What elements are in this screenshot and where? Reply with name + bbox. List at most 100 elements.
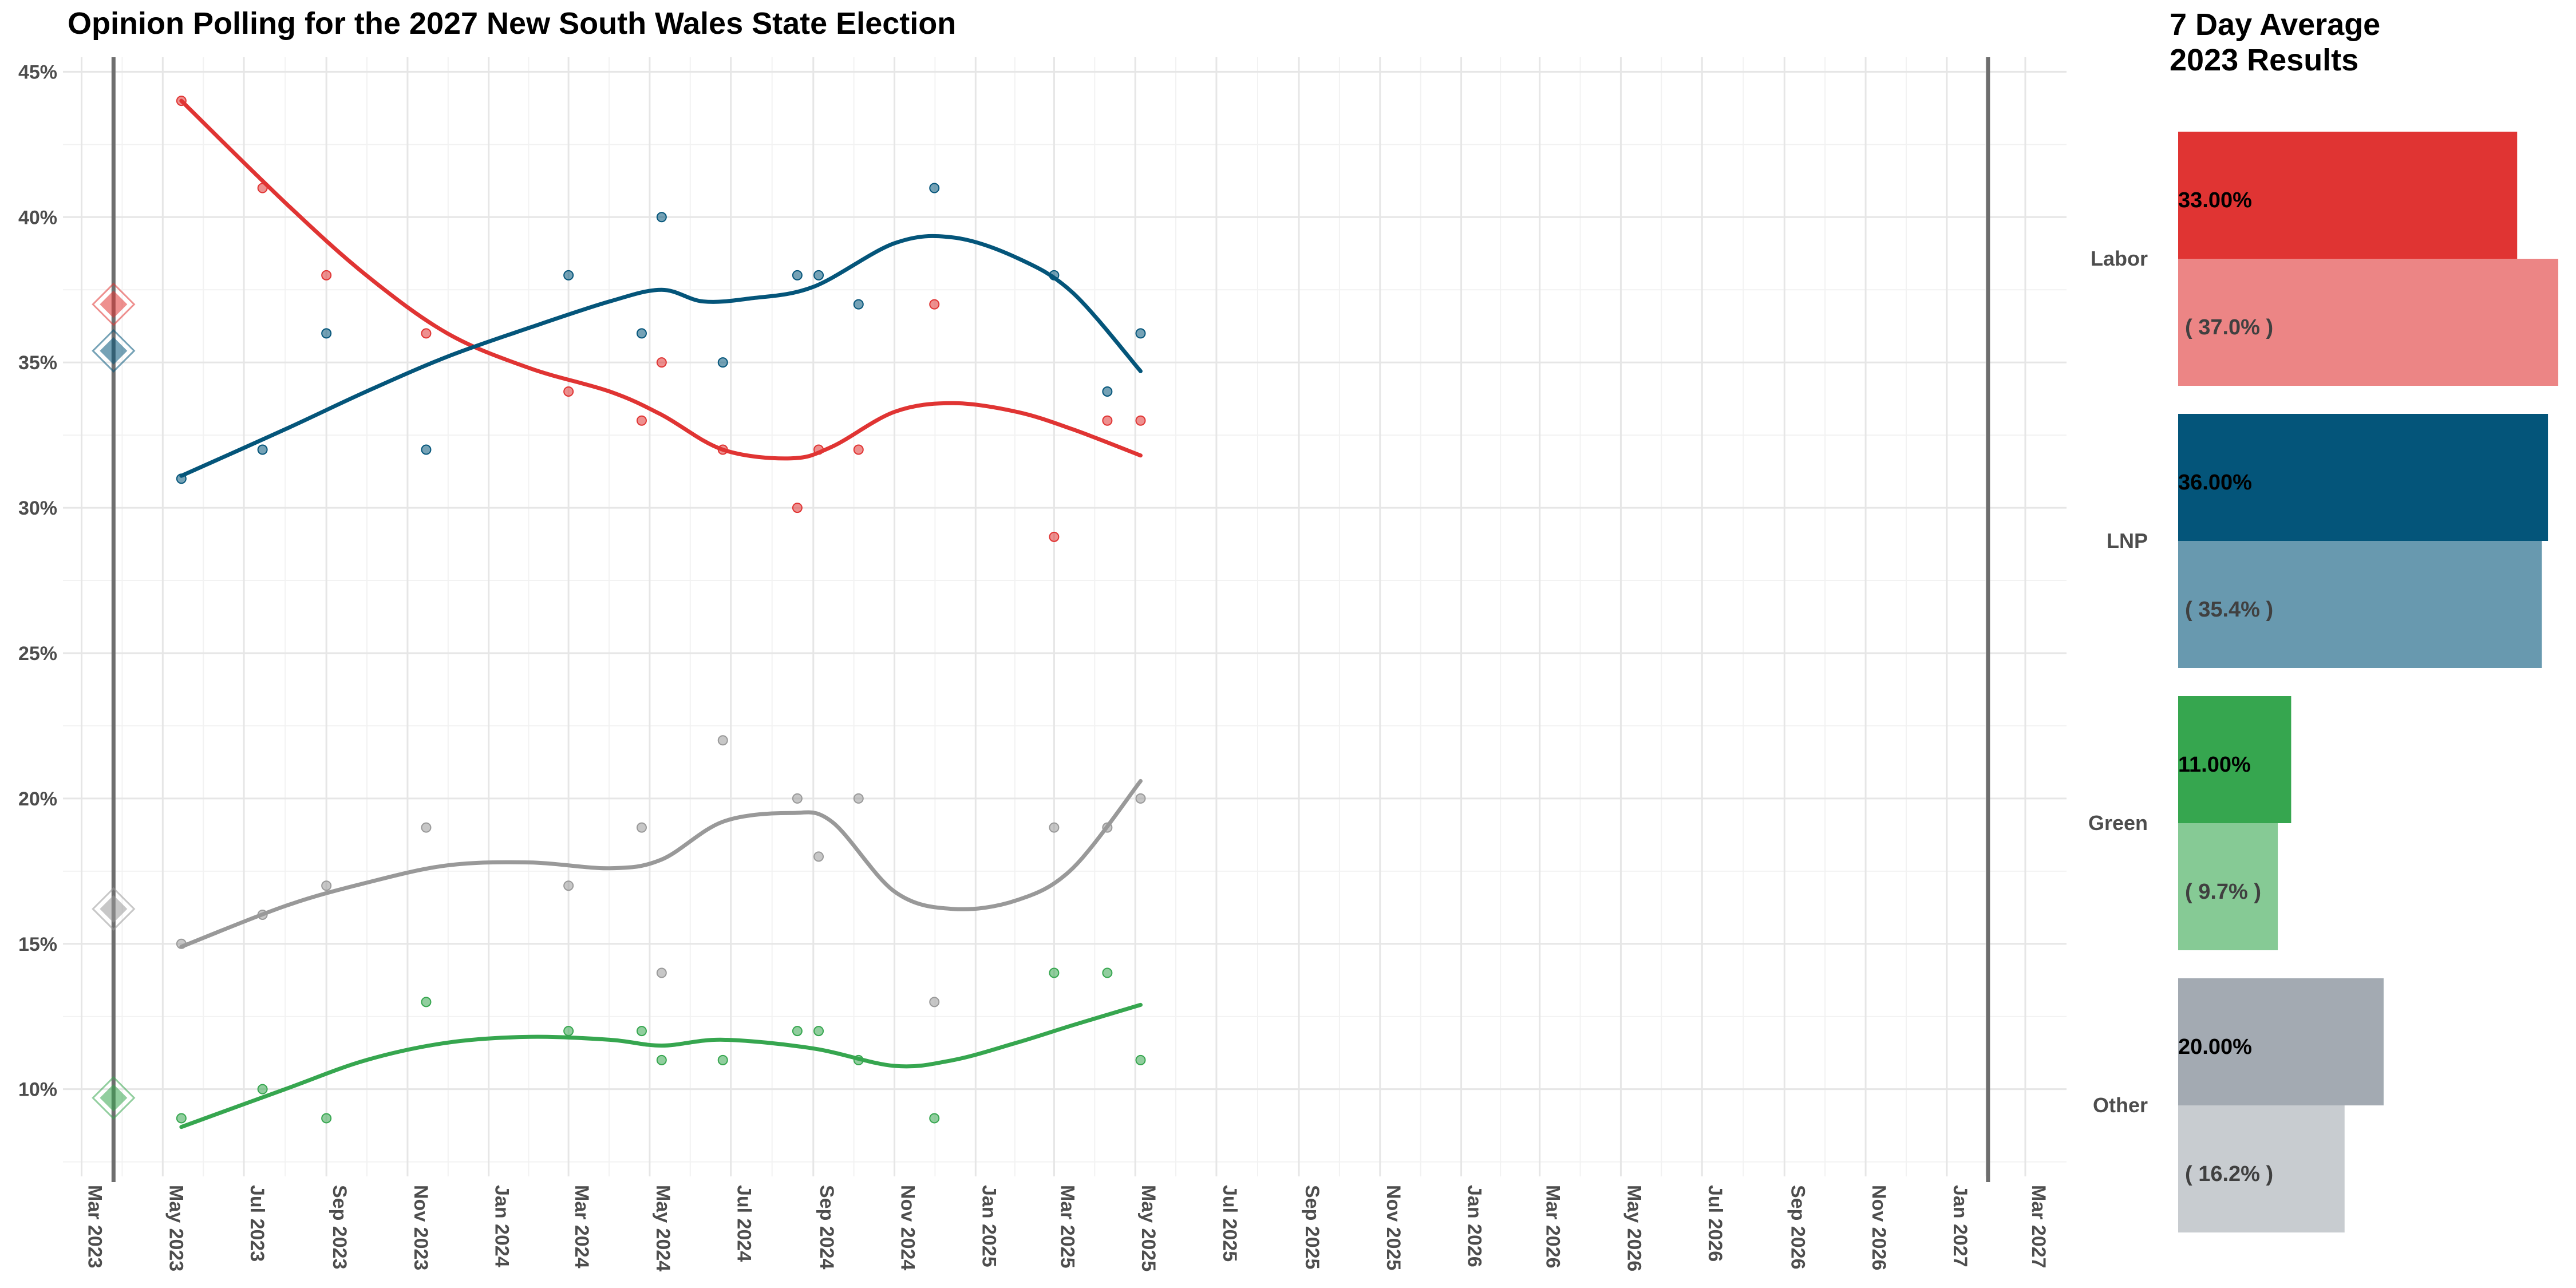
labor-poll-point — [1135, 415, 1146, 426]
lnp-poll-point — [813, 270, 824, 280]
x-tick-label: Nov 2025 — [1382, 1185, 1404, 1270]
other-poll-point — [853, 793, 864, 804]
green-average-label: 11.00% — [2178, 753, 2251, 777]
lnp-poll-point — [421, 444, 432, 455]
x-tick-label: Sep 2024 — [816, 1185, 837, 1270]
lnp-poll-point — [636, 328, 647, 339]
other-poll-point — [421, 822, 432, 833]
green-poll-point — [176, 1113, 187, 1124]
y-tick-label: 20% — [18, 788, 57, 810]
green-poll-point — [656, 1054, 667, 1065]
other-average-label: 20.00% — [2178, 1035, 2252, 1059]
green-poll-point — [257, 1084, 268, 1095]
y-tick-label: 35% — [18, 352, 57, 374]
labor-poll-point — [1049, 531, 1060, 542]
green-average-bar — [2178, 696, 2291, 823]
x-tick-label: Jul 2025 — [1219, 1185, 1240, 1262]
other-poll-point — [929, 997, 940, 1008]
x-tick-label: Mar 2025 — [1056, 1185, 1078, 1269]
x-tick-label: Sep 2023 — [329, 1185, 350, 1269]
green-poll-point — [1135, 1054, 1146, 1065]
x-tick-label: Mar 2027 — [2028, 1185, 2049, 1269]
lnp-average-label: 36.00% — [2178, 471, 2252, 495]
green-poll-point — [321, 1113, 332, 1124]
other-poll-point — [792, 793, 803, 804]
labor-poll-point — [1102, 415, 1113, 426]
green-result-marker — [100, 1084, 128, 1112]
labor-result-bar — [2178, 259, 2559, 386]
other-result-marker — [100, 895, 128, 923]
other-poll-point — [636, 822, 647, 833]
x-tick-label: May 2023 — [165, 1185, 187, 1271]
lnp-poll-point — [563, 270, 574, 280]
x-tick-label: Jul 2026 — [1704, 1185, 1726, 1262]
x-tick-label: May 2024 — [652, 1185, 674, 1271]
lnp-poll-point — [929, 183, 940, 193]
lnp-poll-point — [792, 270, 803, 280]
lnp-poll-point — [717, 357, 728, 368]
other-result-label: ( 16.2% ) — [2185, 1162, 2273, 1186]
other-poll-point — [813, 851, 824, 862]
y-tick-label: 25% — [18, 643, 57, 665]
labor-result-marker — [100, 290, 128, 318]
labor-average-bar — [2178, 132, 2518, 259]
labor-poll-point — [636, 415, 647, 426]
x-tick-label: Jul 2024 — [733, 1185, 755, 1262]
labor-result-label: ( 37.0% ) — [2185, 315, 2273, 339]
y-tick-label: 15% — [18, 934, 57, 955]
lnp-poll-point — [257, 444, 268, 455]
x-tick-label: Nov 2024 — [897, 1185, 919, 1270]
labor-poll-point — [929, 299, 940, 310]
x-tick-label: May 2026 — [1623, 1185, 1645, 1271]
lnp-trend-line — [179, 234, 1143, 478]
other-poll-point — [1135, 793, 1146, 804]
other-category-label: Other — [2093, 1093, 2148, 1117]
green-poll-point — [636, 1026, 647, 1037]
lnp-result-marker-outline — [92, 329, 136, 373]
green-poll-point — [1102, 967, 1113, 978]
other-poll-point — [321, 880, 332, 891]
other-poll-point — [1049, 822, 1060, 833]
x-tick-label: Mar 2026 — [1542, 1185, 1564, 1269]
other-trend-line — [179, 779, 1143, 949]
x-tick-label: Jan 2024 — [491, 1185, 513, 1267]
x-tick-label: Nov 2023 — [410, 1185, 432, 1270]
green-poll-point — [792, 1026, 803, 1037]
green-result-bar — [2178, 823, 2278, 950]
y-tick-label: 10% — [18, 1079, 57, 1101]
labor-average-label: 33.00% — [2178, 188, 2252, 212]
bar-chart-title-line-1: 7 Day Average — [2170, 7, 2381, 42]
labor-poll-point — [563, 386, 574, 397]
green-poll-point — [929, 1113, 940, 1124]
other-poll-point — [656, 967, 667, 978]
lnp-poll-point — [321, 328, 332, 339]
x-tick-label: Jan 2025 — [978, 1185, 999, 1267]
other-poll-point — [563, 880, 574, 891]
y-tick-label: 45% — [18, 61, 57, 83]
lnp-poll-point — [1135, 328, 1146, 339]
y-tick-label: 30% — [18, 497, 57, 519]
lnp-result-bar — [2178, 541, 2542, 668]
green-poll-point — [813, 1026, 824, 1037]
lnp-average-bar — [2178, 414, 2549, 541]
lnp-poll-point — [656, 212, 667, 223]
x-tick-label: Jul 2023 — [246, 1185, 268, 1262]
lnp-category-label: LNP — [2107, 529, 2148, 552]
x-tick-label: Mar 2023 — [84, 1185, 106, 1269]
x-tick-label: May 2025 — [1137, 1185, 1159, 1271]
labor-poll-point — [321, 270, 332, 280]
labor-result-marker-outline — [92, 282, 136, 326]
bar-chart-title: 7 Day Average 2023 Results — [2170, 7, 2380, 78]
x-tick-label: Sep 2026 — [1787, 1185, 1808, 1269]
y-tick-label: 40% — [18, 207, 57, 228]
labor-category-label: Labor — [2091, 247, 2148, 270]
labor-poll-point — [792, 503, 803, 513]
green-poll-point — [1049, 967, 1060, 978]
x-tick-label: Sep 2025 — [1301, 1185, 1323, 1269]
other-average-bar — [2178, 978, 2384, 1105]
lnp-poll-point — [1102, 386, 1113, 397]
bar-chart-title-line-2: 2023 Results — [2170, 43, 2359, 77]
green-result-marker-outline — [92, 1076, 136, 1120]
green-poll-point — [421, 997, 432, 1008]
